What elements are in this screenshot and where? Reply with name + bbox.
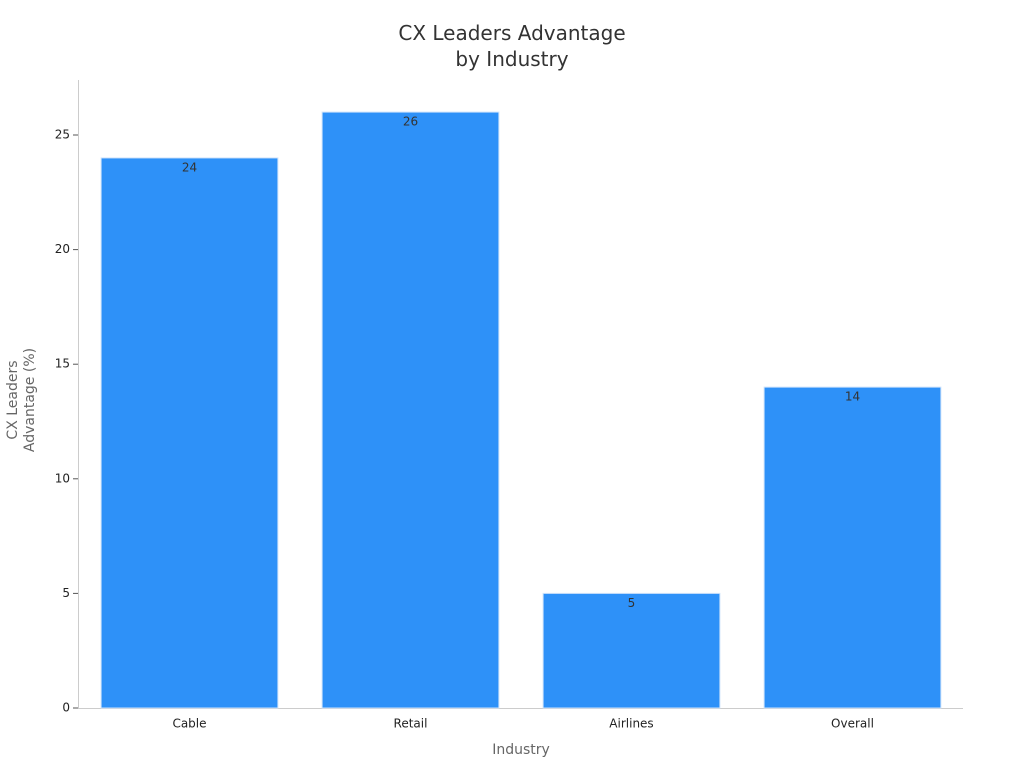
y-tick-label: 5 [62, 586, 70, 600]
x-tick-label: Cable [172, 717, 206, 731]
y-tick-label: 0 [62, 701, 70, 715]
value-label: 14 [845, 390, 860, 404]
bar [542, 592, 721, 709]
bar [100, 157, 279, 709]
x-tick-label: Retail [394, 717, 428, 731]
y-tick-label: 20 [55, 242, 70, 256]
value-label: 5 [628, 596, 636, 610]
x-tick-label: Airlines [609, 717, 653, 731]
chart-title: CX Leaders Advantage by Industry [398, 21, 626, 71]
x-tick-label: Overall [831, 717, 874, 731]
y-tick-label: 10 [55, 471, 70, 485]
y-tick-label: 25 [55, 128, 70, 142]
y-tick-label: 15 [55, 357, 70, 371]
value-label: 26 [403, 115, 418, 129]
bar [763, 386, 942, 709]
x-axis-label: Industry [492, 742, 550, 758]
bar [321, 111, 500, 709]
value-label: 24 [182, 160, 197, 174]
